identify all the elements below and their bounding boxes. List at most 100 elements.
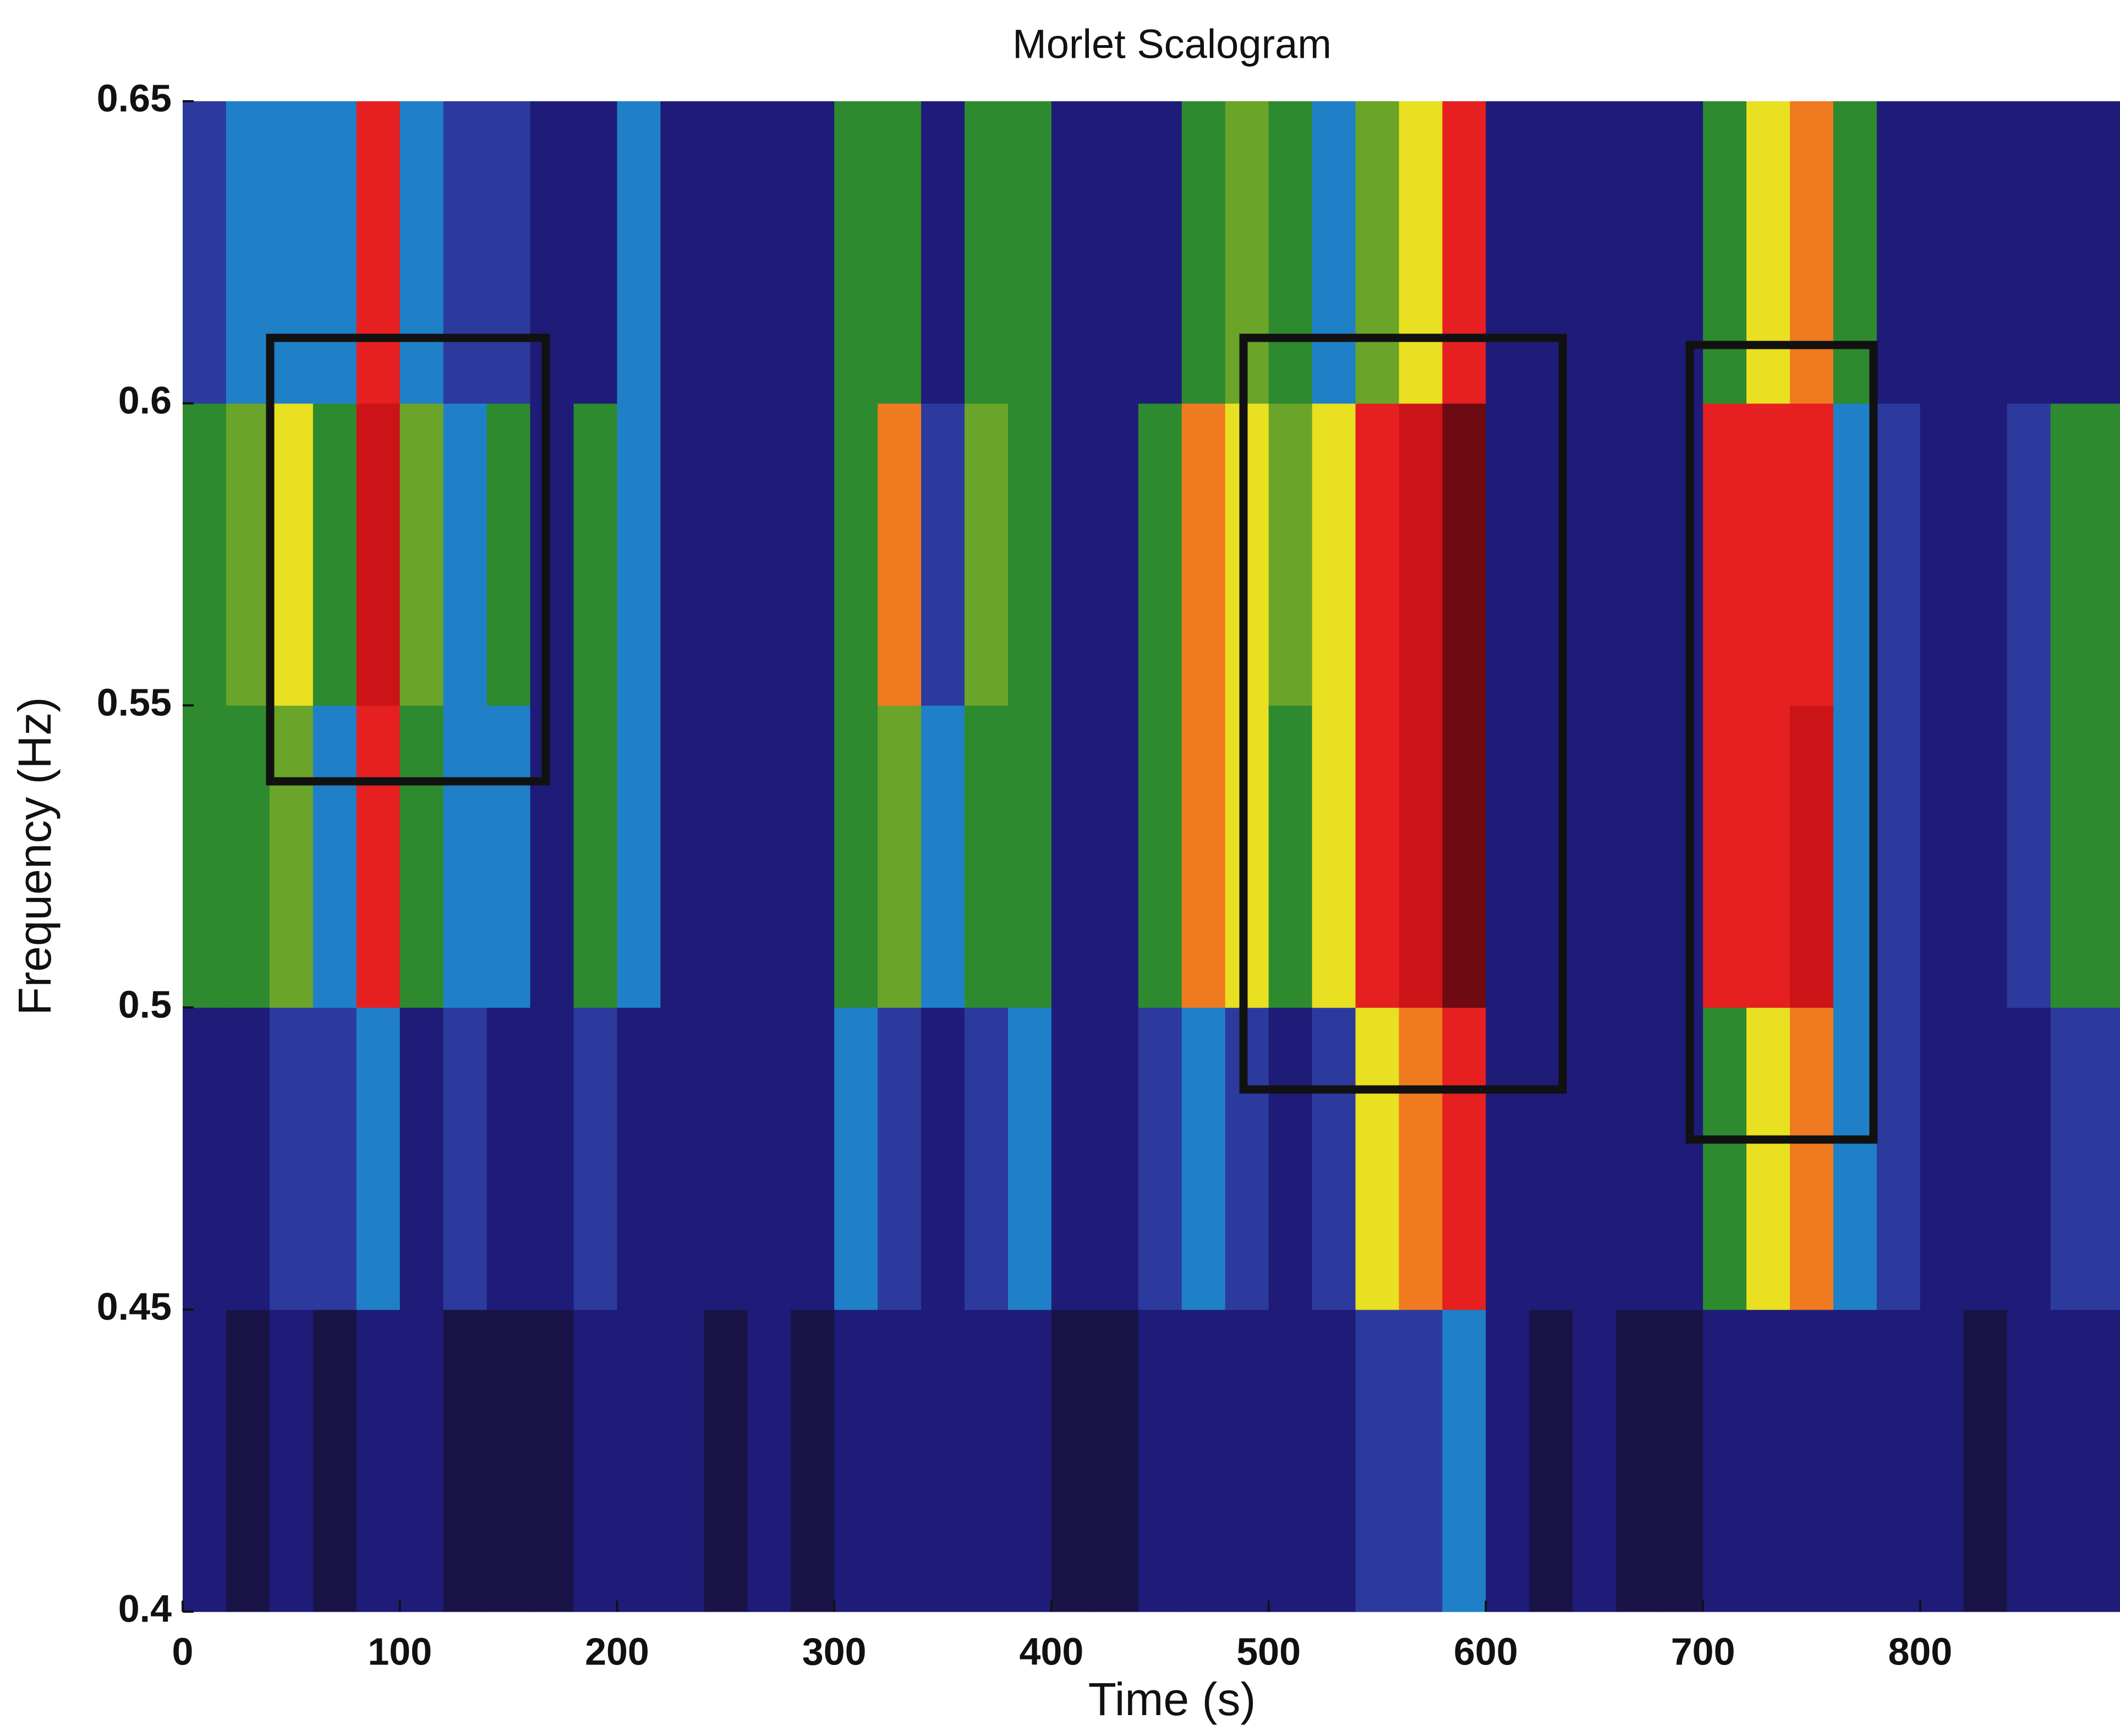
heatmap-cell: [1355, 1310, 1400, 1612]
heatmap-cell: [704, 705, 748, 1008]
heatmap-cell: [1920, 1310, 1964, 1612]
heatmap-cell: [1963, 705, 2008, 1008]
heatmap-cell: [226, 403, 270, 706]
heatmap-cell: [1181, 1310, 1226, 1612]
heatmap-cell: [269, 705, 314, 1008]
heatmap-cell: [1876, 101, 1921, 404]
heatmap-cell: [834, 403, 878, 706]
heatmap-cell: [1573, 1007, 1617, 1310]
heatmap-cell: [530, 101, 574, 404]
heatmap-cell: [747, 1007, 791, 1310]
heatmap-cell: [965, 101, 1009, 404]
heatmap-cell: [791, 101, 835, 404]
heatmap-cell: [269, 101, 314, 404]
heatmap-cell: [1920, 403, 1964, 706]
heatmap-cell: [183, 403, 227, 706]
heatmap-cell: [617, 403, 661, 706]
heatmap-cell: [878, 403, 922, 706]
heatmap-cell: [2007, 1310, 2051, 1612]
heatmap-cell: [1399, 1310, 1443, 1612]
heatmap-cell: [356, 101, 401, 404]
y-tick-label: 0.5: [118, 983, 172, 1026]
heatmap-cell: [617, 705, 661, 1008]
chart-title: Morlet Scalogram: [1012, 21, 1332, 67]
heatmap-cell: [313, 101, 357, 404]
y-tick-label: 0.4: [118, 1587, 172, 1630]
heatmap-cell: [356, 403, 401, 706]
heatmap-cell: [1355, 705, 1400, 1008]
heatmap-cell: [443, 705, 487, 1008]
heatmap-cell: [921, 101, 965, 404]
highlight-box: [1239, 333, 1567, 1094]
heatmap-cell: [747, 403, 791, 706]
heatmap-cell: [1312, 1007, 1356, 1310]
y-axis-label: Frequency (Hz): [9, 697, 61, 1016]
heatmap-cell: [399, 101, 444, 404]
x-tick-label: 800: [1888, 1630, 1952, 1673]
heatmap-cell: [1312, 403, 1356, 706]
heatmap-cell: [1790, 101, 1834, 404]
heatmap-cell: [1138, 101, 1182, 404]
heatmap-cell: [226, 705, 270, 1008]
heatmap-cell: [617, 101, 661, 404]
heatmap-cell: [1138, 403, 1182, 706]
heatmap-cell: [269, 1310, 314, 1612]
heatmap-cell: [1920, 1007, 1964, 1310]
heatmap-cell: [2094, 403, 2120, 706]
heatmap-cell: [1746, 403, 1790, 706]
heatmap-cell: [1616, 101, 1660, 404]
heatmap-cell: [530, 403, 574, 706]
heatmap-cell: [486, 403, 531, 706]
heatmap-cell: [1268, 101, 1313, 404]
heatmap-cell: [226, 101, 270, 404]
heatmap-cell: [1312, 101, 1356, 404]
x-tick-label: 600: [1454, 1630, 1518, 1673]
heatmap-cell: [2007, 101, 2051, 404]
heatmap-cell: [269, 403, 314, 706]
heatmap-cell: [704, 403, 748, 706]
heatmap-cell: [1181, 705, 1226, 1008]
heatmap-cell: [660, 1310, 704, 1612]
heatmap-cell: [1094, 403, 1139, 706]
heatmap-cell: [1659, 1007, 1703, 1310]
heatmap-cell: [617, 1310, 661, 1612]
y-tick-label: 0.45: [97, 1285, 172, 1328]
heatmap-cell: [1051, 403, 1095, 706]
heatmap-cell: [1486, 1007, 1530, 1310]
heatmap-cell: [183, 1007, 227, 1310]
heatmap-cell: [921, 1007, 965, 1310]
heatmap-cell: [791, 705, 835, 1008]
heatmap-cell: [834, 1310, 878, 1612]
heatmap-cell: [1573, 705, 1617, 1008]
heatmap-cell: [878, 101, 922, 404]
heatmap-cell: [704, 101, 748, 404]
heatmap-cell: [1181, 101, 1226, 404]
heatmap-cell: [1138, 1007, 1182, 1310]
heatmap-cell: [1876, 705, 1921, 1008]
heatmap-cell: [486, 1007, 531, 1310]
heatmap-cell: [1703, 705, 1747, 1008]
heatmap-cell: [1442, 1310, 1486, 1612]
heatmap-cell: [1876, 1007, 1921, 1310]
heatmap-cell: [2094, 705, 2120, 1008]
heatmap-cell: [1573, 101, 1617, 404]
heatmap-cell: [356, 1007, 401, 1310]
heatmap-cell: [1399, 403, 1443, 706]
y-tick-label: 0.65: [97, 76, 172, 119]
heatmap-cell: [1051, 1007, 1095, 1310]
heatmap-cell: [573, 1310, 618, 1612]
heatmap-cell: [1051, 1310, 1095, 1612]
heatmap-cell: [1399, 101, 1443, 404]
heatmap-cell: [530, 705, 574, 1008]
heatmap-cell: [704, 1007, 748, 1310]
heatmap-cell: [660, 1007, 704, 1310]
heatmap-cell: [2007, 705, 2051, 1008]
heatmap-cell: [1659, 101, 1703, 404]
heatmap-cell: [1225, 1310, 1269, 1612]
heatmap-cell: [1746, 1007, 1790, 1310]
heatmap-cell: [1616, 403, 1660, 706]
heatmap-cell: [1268, 1007, 1313, 1310]
heatmap-cell: [1007, 1310, 1052, 1612]
heatmap-cell: [1659, 1310, 1703, 1612]
